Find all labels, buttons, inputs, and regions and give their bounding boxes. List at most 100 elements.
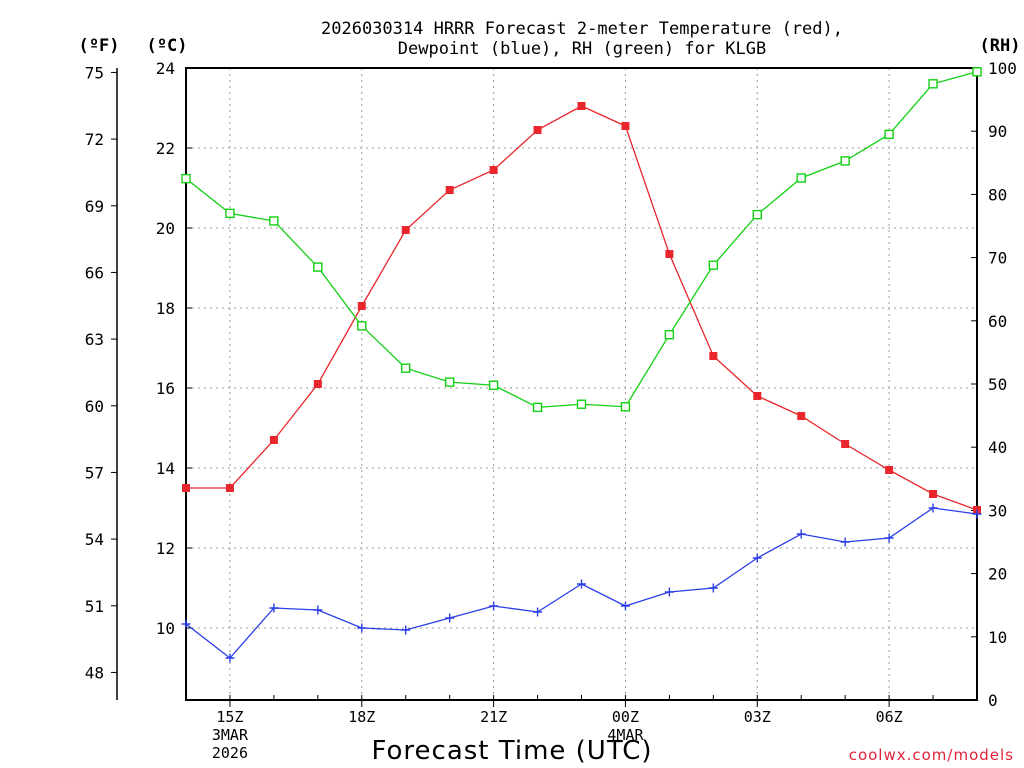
rh-unit-label: (RH) xyxy=(980,36,1021,56)
rh-point xyxy=(840,156,850,166)
temperature-series xyxy=(182,102,981,514)
temperature-point xyxy=(621,122,630,130)
fahrenheit-tick-label: 48 xyxy=(85,663,104,682)
dewpoint-series xyxy=(181,503,982,663)
data-series xyxy=(181,67,982,663)
fahrenheit-tick-label: 72 xyxy=(85,130,104,149)
chart-title-line1: 2026030314 HRRR Forecast 2-meter Tempera… xyxy=(321,19,843,39)
fahrenheit-tick-label: 60 xyxy=(85,397,104,416)
temperature-point xyxy=(841,440,850,448)
dewpoint-point xyxy=(620,601,630,611)
rh-point xyxy=(664,330,675,340)
temperature-point xyxy=(225,484,234,492)
temperature-point xyxy=(182,484,190,492)
fahrenheit-tick-label: 69 xyxy=(85,197,104,216)
x-tick-label: 18Z xyxy=(348,708,375,726)
rh-point xyxy=(620,402,631,412)
rh-point xyxy=(488,380,499,390)
rh-tick-label: 0 xyxy=(988,691,998,710)
rh-tick-label: 100 xyxy=(988,59,1017,78)
rh-point xyxy=(752,209,762,220)
rh-series xyxy=(181,67,982,413)
temperature-point xyxy=(313,380,322,388)
celsius-unit-label: (ºC) xyxy=(147,36,188,56)
temperature-point xyxy=(489,166,498,174)
dewpoint-point xyxy=(181,619,191,629)
celsius-tick-label: 12 xyxy=(156,539,175,558)
rh-tick-label: 70 xyxy=(988,249,1007,268)
dewpoint-point xyxy=(796,529,806,539)
rh-point xyxy=(181,173,191,184)
temperature-point xyxy=(753,392,762,400)
fahrenheit-tick-label: 75 xyxy=(85,63,104,82)
rh-tick-label: 80 xyxy=(988,185,1007,204)
fahrenheit-tick-label: 51 xyxy=(85,597,104,616)
rh-tick-label: 30 xyxy=(988,501,1007,520)
x-tick-label: 00Z xyxy=(612,708,639,726)
temperature-point xyxy=(401,226,410,234)
fahrenheit-tick-label: 63 xyxy=(85,330,104,349)
celsius-tick-label: 14 xyxy=(156,459,175,478)
celsius-tick-label: 18 xyxy=(156,299,175,318)
rh-tick-label: 20 xyxy=(988,565,1007,584)
dewpoint-point xyxy=(884,533,894,543)
celsius-tick-label: 10 xyxy=(156,619,175,638)
dewpoint-point xyxy=(664,587,674,597)
rh-point xyxy=(401,363,411,373)
x-tick-label: 03Z xyxy=(744,708,771,726)
dewpoint-point xyxy=(445,613,455,623)
temperature-point xyxy=(885,466,894,474)
rh-point xyxy=(928,79,938,89)
rh-tick-label: 60 xyxy=(988,312,1007,331)
rh-tick-label: 40 xyxy=(988,438,1007,457)
dewpoint-point xyxy=(972,509,982,519)
x-axis-label: Forecast Time (UTC) xyxy=(371,736,652,766)
celsius-tick-label: 20 xyxy=(156,219,175,238)
dewpoint-point xyxy=(928,503,938,513)
temperature-point xyxy=(797,412,806,420)
rh-point xyxy=(225,208,235,219)
rh-point xyxy=(884,129,894,140)
temperature-point xyxy=(357,302,366,310)
fahrenheit-unit-label: (ºF) xyxy=(79,36,120,56)
dewpoint-point xyxy=(708,583,718,593)
rh-tick-label: 50 xyxy=(988,375,1007,394)
chart-title-line2: Dewpoint (blue), RH (green) for KLGB xyxy=(398,39,766,59)
celsius-tick-label: 16 xyxy=(156,379,175,398)
temperature-point xyxy=(533,126,542,134)
dewpoint-point xyxy=(489,601,499,611)
rh-point xyxy=(444,377,455,387)
fahrenheit-tick-label: 57 xyxy=(85,463,104,482)
x-tick-sublabel: 3MAR xyxy=(212,726,249,744)
x-tick-label: 21Z xyxy=(480,708,507,726)
rh-point xyxy=(532,402,543,413)
rh-point xyxy=(357,321,367,331)
dewpoint-point xyxy=(840,537,850,547)
plot-frame xyxy=(185,67,978,701)
temperature-point xyxy=(665,250,674,258)
rh-point xyxy=(269,216,279,226)
dewpoint-point xyxy=(269,603,279,613)
celsius-tick-label: 24 xyxy=(156,59,175,78)
dewpoint-point xyxy=(357,623,367,633)
temperature-point xyxy=(445,186,454,194)
temperature-point xyxy=(709,352,718,360)
rh-point xyxy=(796,173,806,183)
rh-point xyxy=(313,262,323,272)
x-tick-label: 06Z xyxy=(876,708,903,726)
x-tick-label: 15Z xyxy=(216,708,243,726)
dewpoint-point xyxy=(752,553,762,563)
fahrenheit-tick-label: 66 xyxy=(85,263,104,282)
grid-lines xyxy=(186,68,977,700)
dewpoint-point xyxy=(225,653,235,663)
temperature-point xyxy=(929,490,938,498)
x-tick-sublabel: 4MAR xyxy=(607,726,644,744)
rh-point xyxy=(972,67,982,77)
credit-text: coolwx.com/models xyxy=(849,746,1014,764)
rh-point xyxy=(708,260,719,270)
rh-tick-label: 90 xyxy=(988,122,1007,141)
fahrenheit-tick-label: 54 xyxy=(85,530,104,549)
dewpoint-point xyxy=(401,625,411,635)
temperature-point xyxy=(577,102,586,110)
